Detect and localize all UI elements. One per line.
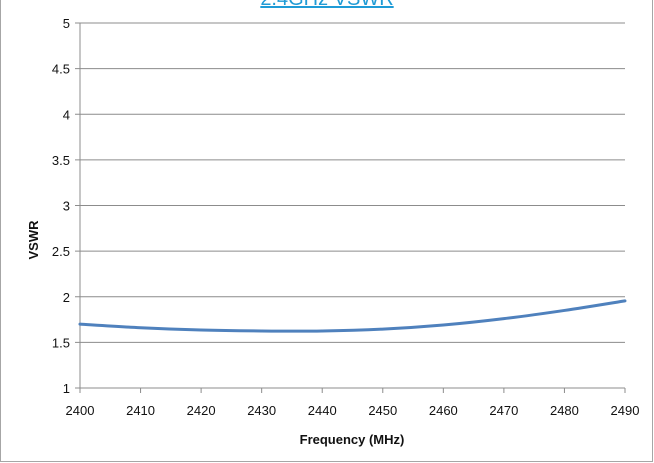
x-axis-title: Frequency (MHz) — [300, 432, 405, 447]
x-tick-label: 2400 — [66, 403, 95, 418]
x-tick-label: 2440 — [308, 403, 337, 418]
chart-title: 2.4GHz VSWR — [0, 0, 654, 11]
x-tick-label: 2470 — [489, 403, 518, 418]
y-tick-label: 1 — [63, 381, 70, 396]
y-tick-label: 2 — [63, 290, 70, 305]
y-tick-label: 3.5 — [52, 153, 70, 168]
x-tick-label: 2420 — [187, 403, 216, 418]
x-tick-label: 2430 — [247, 403, 276, 418]
y-tick-label: 1.5 — [52, 335, 70, 350]
series-group — [78, 299, 627, 333]
y-tick-label: 2.5 — [52, 244, 70, 259]
y-tick-label: 4 — [63, 107, 70, 122]
series-line-vswr — [78, 299, 627, 333]
y-axis-title: VSWR — [26, 220, 41, 260]
y-tick-label: 5 — [63, 16, 70, 31]
x-tick-labels: 2400 2410 2420 2430 2440 2450 2460 2470 2480 2490 — [66, 403, 640, 418]
x-tick-label: 2460 — [429, 403, 458, 418]
y-tick-label: 4.5 — [52, 62, 70, 77]
x-tick-label: 2480 — [550, 403, 579, 418]
x-tick-label: 2490 — [611, 403, 640, 418]
y-tick-labels: 1 1.5 2 2.5 3 3.5 4 4.5 5 — [52, 16, 70, 396]
x-tick-label: 2450 — [368, 403, 397, 418]
grid-lines — [80, 22, 625, 343]
axes — [75, 22, 626, 393]
x-tick-label: 2410 — [126, 403, 155, 418]
y-tick-label: 3 — [63, 199, 70, 214]
